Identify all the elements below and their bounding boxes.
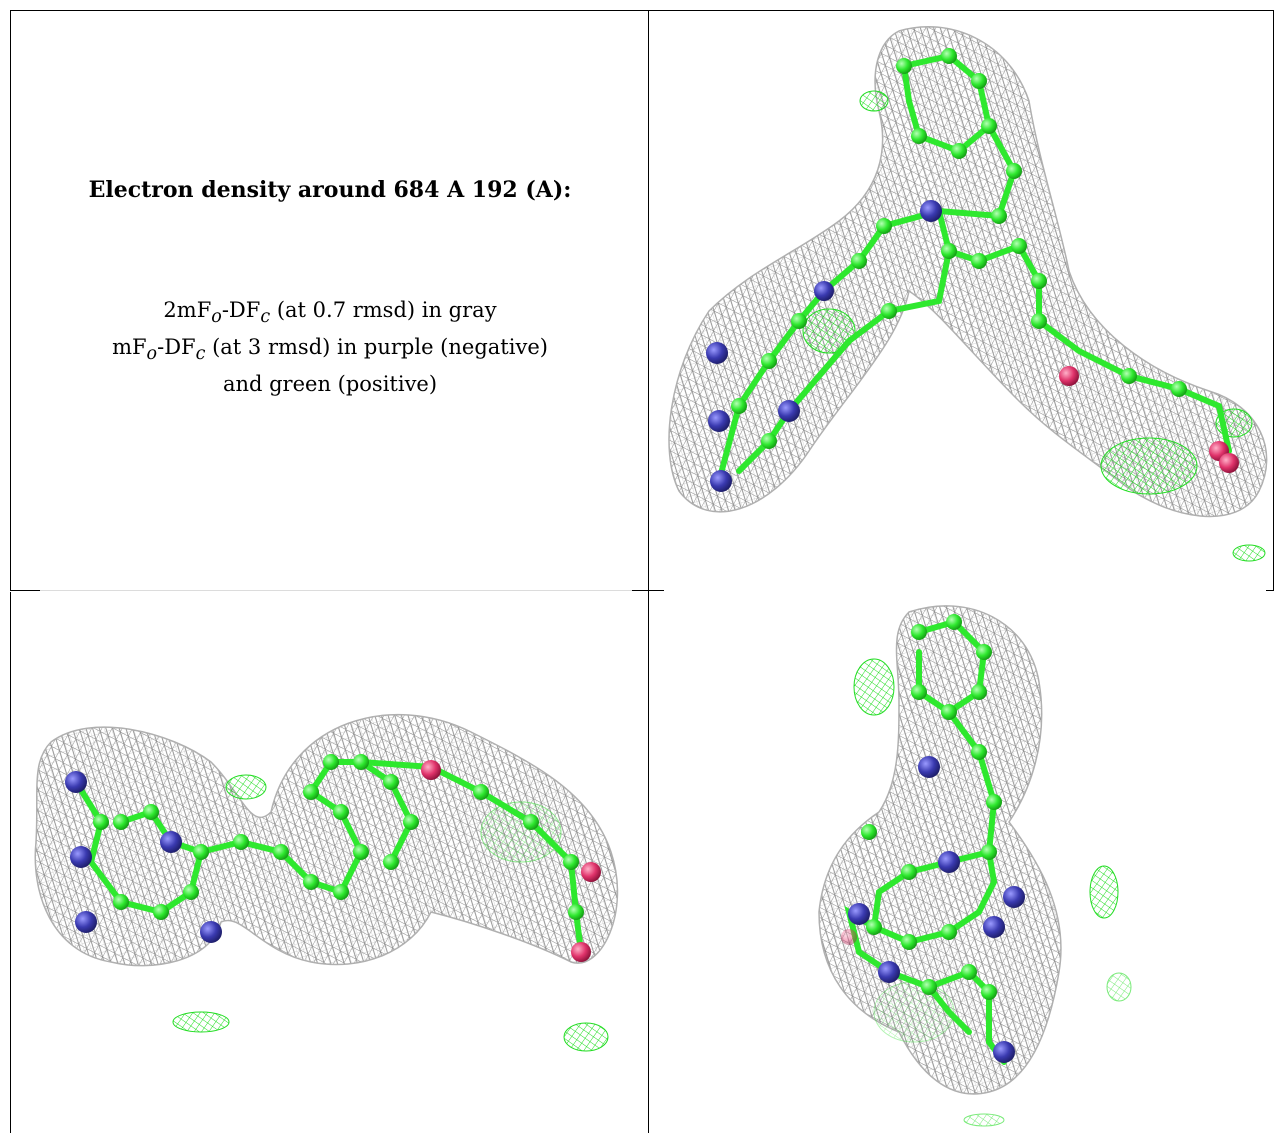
legend-text: 2mFo-DFc (at 0.7 rmsd) in gray mFo-DFc (… [12, 295, 648, 399]
electron-density-mesh-view-icon [668, 26, 1268, 562]
ligand-atoms [65, 754, 601, 962]
positive-density-blobs [853, 658, 1132, 1127]
legend-line-2fo-fc: 2mFo-DFc (at 0.7 rmsd) in gray [163, 298, 497, 328]
ligand-atoms [706, 48, 1239, 492]
positive-density-blobs [802, 90, 1266, 562]
view-bottom-left [11, 592, 647, 1133]
table-right-border [1273, 10, 1274, 590]
caption-cell: Electron density around 684 A 192 (A): 2… [12, 10, 648, 590]
positive-density-blobs [172, 774, 609, 1052]
electron-density-mesh-view-icon [34, 713, 619, 1052]
gray-density-mesh [34, 713, 619, 967]
legend-line-fo-fc: mFo-DFc (at 3 rmsd) in purple (negative) [112, 335, 548, 365]
row-divider-faint [40, 590, 632, 591]
electron-density-mesh-view-icon [818, 605, 1132, 1127]
view-bottom-right [649, 592, 1273, 1133]
view-top-right [649, 11, 1273, 590]
legend-line-positive: and green (positive) [222, 372, 438, 397]
table-top-border [10, 10, 1274, 11]
row-divider-middle [632, 590, 664, 591]
table-left-border-lower [10, 592, 11, 1133]
row-divider-right [1266, 590, 1274, 591]
row-divider-left [10, 590, 40, 591]
ligand-atoms [841, 614, 1025, 1063]
table-middle-divider [648, 10, 649, 1133]
table-left-border [10, 10, 11, 590]
figure-title: Electron density around 684 A 192 (A): [88, 177, 572, 203]
gray-density-mesh [668, 26, 1268, 518]
